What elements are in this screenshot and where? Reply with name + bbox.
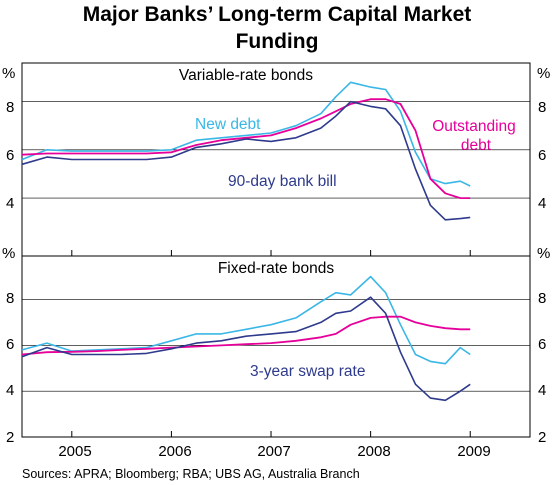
bottom-ytick-right-8: 8 — [538, 290, 546, 307]
xtick-2009: 2009 — [457, 443, 490, 460]
chart-title-line-2: Funding — [236, 30, 319, 53]
bottom-ytick-left-8: 8 — [6, 290, 14, 307]
xtick-2008: 2008 — [357, 443, 390, 460]
bottom-panel-frame — [21, 255, 531, 438]
label-bank-bill: 90-day bank bill — [228, 173, 337, 190]
xtick-2006: 2006 — [158, 443, 191, 460]
series-line-p0-new-debt — [21, 81, 471, 187]
top-ytick-left-6: 6 — [6, 147, 14, 164]
bottom-ytick-right-2: 2 — [538, 429, 546, 446]
grid-layer — [22, 101, 530, 437]
chart-title-line-1: Major Banks’ Long-term Capital Market — [83, 3, 472, 26]
bottom-ytick-right-4: 4 — [538, 382, 546, 399]
top-left-unit: % — [2, 65, 15, 82]
top-ytick-right-8: 8 — [538, 99, 546, 116]
series-layer — [21, 81, 471, 402]
top-panel-title: Variable-rate bonds — [179, 67, 313, 84]
top-right-unit: % — [537, 65, 550, 82]
source-note: Sources: APRA; Bloomberg; RBA; UBS AG, A… — [22, 467, 360, 481]
bottom-ytick-left-6: 6 — [6, 336, 14, 353]
label-swap-rate: 3-year swap rate — [250, 363, 365, 380]
series-line-p0-outstanding-debt — [21, 98, 471, 200]
top-ytick-right-6: 6 — [538, 147, 546, 164]
bottom-ytick-right-6: 6 — [538, 336, 546, 353]
bottom-right-unit: % — [537, 245, 550, 262]
label-new-debt: New debt — [195, 116, 261, 133]
series-line-p1-outstanding-debt — [21, 315, 471, 356]
top-ytick-left-8: 8 — [6, 99, 14, 116]
label-outstanding-line-1: Outstanding — [432, 118, 516, 135]
xtick-2007: 2007 — [257, 443, 290, 460]
series-line-p1-3-year-swap-rate — [21, 296, 471, 402]
series-line-p1-new-debt — [21, 275, 471, 365]
series-line-p0-90-day-bank-bill — [21, 100, 471, 221]
bottom-panel-title: Fixed-rate bonds — [218, 260, 335, 277]
top-ytick-left-4: 4 — [6, 195, 14, 212]
bottom-ytick-left-4: 4 — [6, 382, 14, 399]
bottom-ytick-left-2: 2 — [6, 429, 14, 446]
xtick-2005: 2005 — [58, 443, 91, 460]
bottom-left-unit: % — [2, 245, 15, 262]
top-ytick-right-4: 4 — [538, 195, 546, 212]
label-outstanding-line-2: debt — [461, 137, 492, 154]
